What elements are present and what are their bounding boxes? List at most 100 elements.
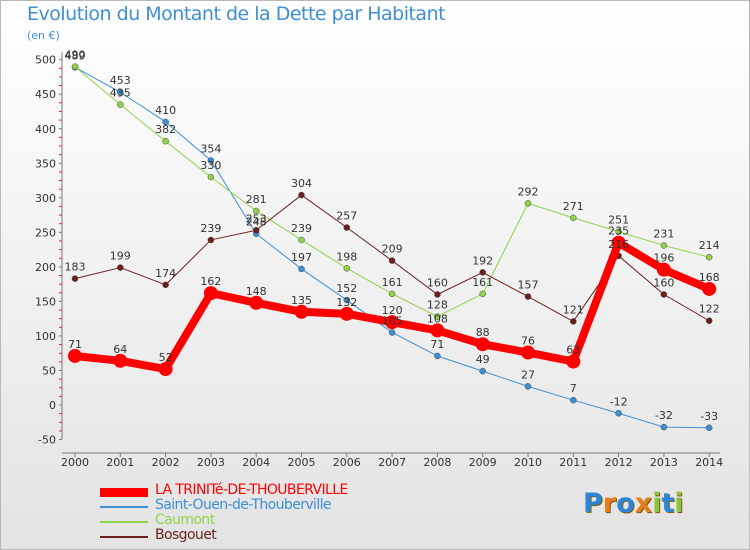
data-point [660, 291, 668, 298]
y-tick-label: 0 [49, 399, 56, 412]
data-point [434, 291, 441, 298]
data-point [343, 265, 351, 272]
data-point [117, 88, 124, 96]
legend-label: Caumont [155, 512, 215, 528]
data-label: 198 [336, 250, 357, 263]
x-tick-label: 2013 [650, 456, 678, 469]
data-label: 192 [472, 254, 493, 267]
y-tick-label: 500 [35, 54, 56, 67]
data-point [203, 286, 218, 301]
x-tick-label: 2007 [378, 456, 406, 469]
data-point [117, 264, 124, 271]
data-point [252, 227, 260, 234]
data-label: 64 [113, 343, 127, 356]
y-tick-label: 100 [35, 330, 56, 343]
data-point [521, 345, 535, 360]
data-point [615, 410, 622, 417]
data-label: 132 [336, 296, 357, 309]
x-tick-label: 2014 [695, 456, 723, 469]
data-point [71, 275, 79, 282]
data-label: 453 [110, 74, 131, 87]
data-point [162, 118, 169, 126]
data-point [298, 236, 305, 244]
data-label: -12 [610, 395, 628, 408]
data-point [207, 236, 215, 244]
data-label: 435 [110, 87, 131, 100]
data-label: 49 [476, 353, 490, 366]
data-label: 271 [563, 200, 584, 213]
x-tick-label: 2000 [61, 456, 89, 469]
data-label: 160 [653, 277, 674, 290]
proxiti-logo: Proxiti [583, 488, 684, 519]
data-point [479, 290, 486, 298]
data-point [479, 367, 486, 375]
data-label: 199 [110, 250, 131, 263]
y-tick-label: 450 [35, 88, 56, 101]
data-label: 161 [472, 276, 493, 289]
data-label: 253 [246, 212, 267, 225]
data-point [479, 269, 486, 276]
x-tick-label: 2012 [605, 456, 633, 469]
data-point [294, 304, 309, 319]
data-point [252, 207, 260, 215]
data-point [339, 306, 354, 321]
data-label: 197 [291, 251, 312, 264]
data-label: 183 [65, 261, 86, 274]
data-label: 231 [653, 227, 674, 240]
data-label: 257 [336, 210, 357, 223]
legend-label: Bosgouet [155, 527, 217, 543]
data-label: 382 [155, 123, 176, 136]
chart-title: Evolution du Montant de la Dette par Hab… [27, 3, 446, 25]
data-point [298, 265, 305, 273]
y-tick-label: 300 [35, 192, 56, 205]
data-label: 304 [291, 177, 312, 190]
data-label: 281 [246, 193, 267, 206]
data-label: -33 [700, 410, 718, 423]
y-tick-label: 250 [35, 226, 56, 239]
data-label: 76 [521, 335, 535, 348]
data-label: 330 [200, 159, 221, 172]
data-point [113, 353, 128, 368]
data-point [388, 257, 396, 264]
data-label: 239 [291, 222, 312, 235]
x-tick-label: 2006 [333, 456, 361, 469]
y-tick-label: -50 [38, 434, 56, 447]
data-point [434, 352, 441, 360]
x-tick-label: 2010 [514, 456, 542, 469]
data-point [524, 293, 532, 300]
x-tick-label: 2008 [423, 456, 451, 469]
x-tick-label: 2005 [288, 456, 316, 469]
data-label: -32 [655, 409, 673, 422]
data-label: 214 [699, 239, 720, 252]
data-point [524, 383, 532, 390]
x-tick-label: 2011 [559, 456, 587, 469]
data-point [566, 354, 581, 369]
data-point [249, 295, 264, 310]
data-label: 162 [200, 275, 221, 288]
legend-swatch [100, 521, 148, 523]
data-point [162, 281, 169, 289]
data-label: 71 [430, 338, 444, 351]
data-point [117, 101, 124, 108]
data-label: 489 [65, 49, 86, 62]
data-label: 71 [68, 338, 82, 351]
x-tick-label: 2002 [152, 456, 180, 469]
data-point [660, 423, 668, 431]
data-point [343, 224, 351, 231]
legend-swatch [100, 536, 148, 538]
data-point [570, 396, 577, 404]
data-point [660, 242, 668, 249]
x-tick-label: 2009 [469, 456, 497, 469]
data-label: 490 [65, 49, 86, 62]
data-point [570, 214, 577, 222]
data-point [68, 348, 82, 363]
data-point [71, 63, 79, 70]
data-point [615, 228, 622, 235]
data-point [705, 424, 713, 432]
legend-label: LA TRINITé-DE-THOUBERVILLE [155, 482, 348, 498]
data-label: 196 [653, 252, 674, 265]
data-point [705, 253, 713, 261]
data-label: 120 [382, 304, 403, 317]
data-label: 121 [563, 303, 584, 316]
